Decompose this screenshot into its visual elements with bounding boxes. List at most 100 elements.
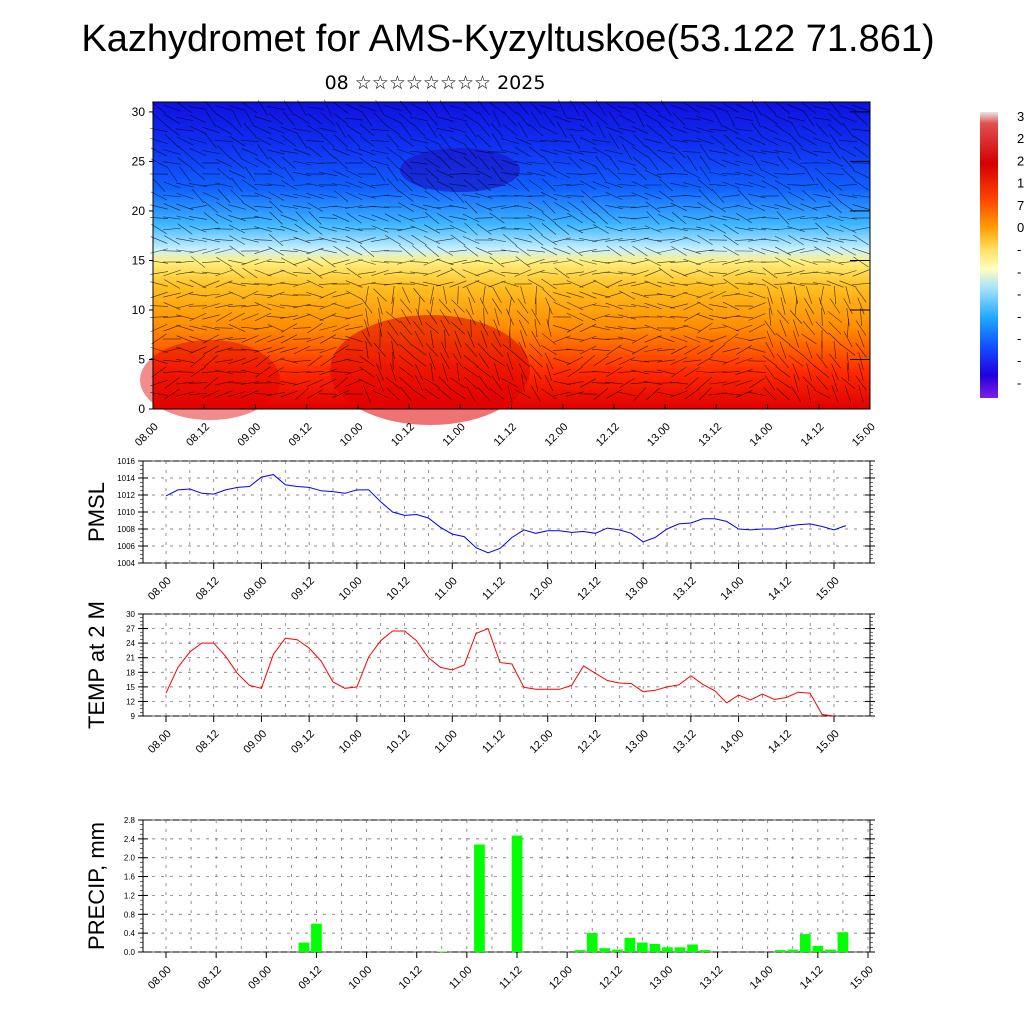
wind-barb xyxy=(579,137,597,145)
y-axis-label: TEMP at 2 M xyxy=(84,601,109,729)
wind-barb xyxy=(709,104,727,112)
wind-barb xyxy=(698,387,712,401)
wind-barb xyxy=(659,123,673,137)
wind-barb xyxy=(189,125,207,135)
wind-barb xyxy=(205,133,217,149)
wind-barb xyxy=(176,291,194,299)
wind-barb xyxy=(240,217,260,219)
wind-barb xyxy=(475,247,493,255)
wind-barb xyxy=(230,123,244,137)
wind-barb xyxy=(617,173,637,175)
wind-barb xyxy=(855,375,867,391)
wind-barb xyxy=(827,311,843,323)
wind-barb xyxy=(780,297,786,315)
wind-barb xyxy=(619,135,635,147)
wind-barb xyxy=(319,291,337,299)
wind-barb xyxy=(293,258,311,266)
wind-barb xyxy=(493,319,501,337)
wind-barb xyxy=(166,166,178,182)
wind-barb xyxy=(176,325,194,331)
wind-barb xyxy=(737,189,751,203)
wind-barb xyxy=(657,359,675,363)
wind-barb xyxy=(150,147,168,157)
wind-barb xyxy=(384,194,402,198)
wind-barb xyxy=(580,354,596,368)
wind-barb xyxy=(346,125,362,135)
wind-barb xyxy=(722,269,740,277)
wind-barb xyxy=(606,245,622,257)
wind-barb xyxy=(735,227,753,231)
x-tick-label: 15.00 xyxy=(850,421,878,449)
wind-barb xyxy=(829,353,841,369)
wind-barb xyxy=(696,116,714,122)
wind-barb xyxy=(670,182,688,188)
wind-barb xyxy=(150,158,168,168)
x-tick-label: 13.00 xyxy=(623,728,651,756)
x-tick-label: 12.00 xyxy=(547,964,575,992)
wind-barb xyxy=(709,381,727,385)
wind-barb xyxy=(228,291,246,299)
wind-barb xyxy=(579,378,597,388)
wind-barb xyxy=(761,169,779,179)
wind-barb xyxy=(858,363,864,381)
wind-barb xyxy=(841,156,855,170)
wind-barb xyxy=(280,294,298,296)
wind-barb xyxy=(735,204,753,210)
wind-barb xyxy=(477,134,491,148)
wind-barb xyxy=(215,292,233,298)
wind-barb xyxy=(189,312,207,322)
wind-barb xyxy=(513,173,533,175)
wind-barb xyxy=(699,155,711,171)
wind-barb xyxy=(240,228,260,230)
wind-barb xyxy=(518,122,528,138)
wind-barb xyxy=(267,335,285,343)
wind-barb xyxy=(463,179,479,191)
wind-barb xyxy=(631,304,649,308)
wind-barb xyxy=(449,116,467,122)
wind-barb xyxy=(479,319,489,337)
wind-barb xyxy=(821,307,823,327)
wind-barb xyxy=(345,314,363,320)
wind-barb xyxy=(506,363,514,381)
wind-barb xyxy=(202,325,220,331)
wind-barb xyxy=(176,314,194,320)
wind-barb xyxy=(606,389,622,399)
wind-barb xyxy=(553,161,571,165)
wind-barb xyxy=(805,308,813,326)
x-tick-label: 15.00 xyxy=(814,575,842,603)
wind-barb xyxy=(567,366,583,378)
wind-barb xyxy=(280,193,298,199)
wind-barb xyxy=(761,150,779,154)
wind-barb xyxy=(553,149,571,155)
wind-barb xyxy=(318,393,338,395)
wind-barb xyxy=(494,308,500,326)
wind-barb xyxy=(843,298,853,314)
wind-barb xyxy=(361,298,373,314)
wind-barb xyxy=(371,225,389,233)
wind-barb xyxy=(735,260,753,264)
wind-barb xyxy=(189,238,207,242)
wind-barb xyxy=(618,238,636,242)
wind-barb xyxy=(190,167,206,181)
wind-barb xyxy=(580,189,596,203)
wind-barb xyxy=(189,138,207,144)
wind-barb xyxy=(241,348,259,352)
wind-barb xyxy=(605,381,623,385)
wind-barb xyxy=(631,345,649,355)
wind-barb xyxy=(735,183,753,187)
wind-barb xyxy=(475,270,493,276)
wind-barb xyxy=(332,271,350,275)
x-tick-label: 10.12 xyxy=(384,575,412,603)
wind-barb xyxy=(430,297,434,315)
wind-barb xyxy=(696,104,714,112)
wind-barb xyxy=(553,325,571,331)
wind-barb xyxy=(722,324,740,332)
wind-barb xyxy=(801,189,817,203)
wind-barb xyxy=(553,247,571,255)
wind-barb xyxy=(371,183,389,187)
wind-barb xyxy=(542,200,556,214)
wind-barb xyxy=(204,101,218,115)
wind-barb xyxy=(306,257,324,267)
wind-barb xyxy=(761,136,779,146)
wind-barb xyxy=(709,215,727,221)
